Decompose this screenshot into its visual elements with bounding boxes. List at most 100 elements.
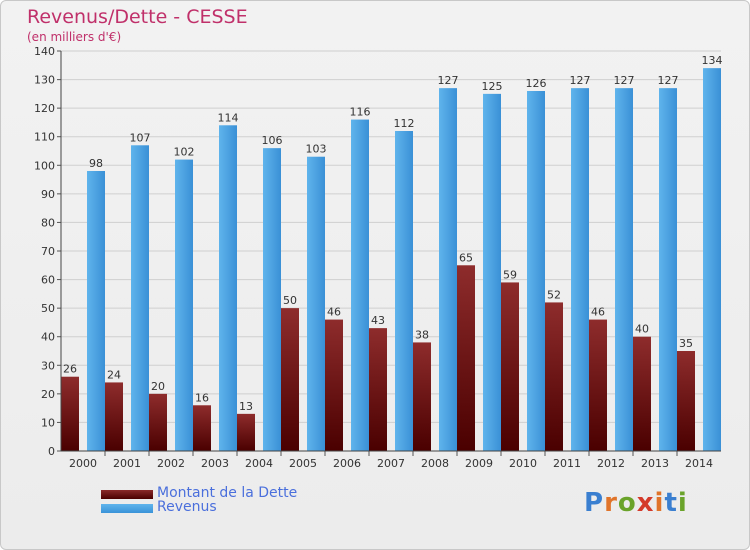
bar-dette xyxy=(501,282,519,451)
data-label-dette: 65 xyxy=(459,251,473,264)
data-label-dette: 35 xyxy=(679,337,693,350)
bar-revenus xyxy=(87,171,105,451)
x-tick-label: 2002 xyxy=(157,457,185,470)
x-tick-label: 2009 xyxy=(465,457,493,470)
data-label-revenus: 103 xyxy=(306,143,327,156)
logo-letter: t xyxy=(664,488,678,518)
data-label-revenus: 127 xyxy=(438,74,459,87)
y-tick-label: 110 xyxy=(34,131,55,144)
bar-revenus xyxy=(659,88,677,452)
bar-revenus xyxy=(571,88,589,452)
bar-dette xyxy=(589,319,607,451)
logo-letter: i xyxy=(677,488,688,518)
data-label-revenus: 127 xyxy=(570,74,591,87)
legend-swatch-revenus xyxy=(101,504,153,513)
logo-letter: i xyxy=(654,488,665,518)
data-label-dette: 20 xyxy=(151,380,165,393)
bar-revenus xyxy=(307,156,325,451)
bar-revenus xyxy=(263,148,281,451)
logo-letter: o xyxy=(617,488,637,518)
data-label-dette: 38 xyxy=(415,328,429,341)
y-tick-label: 10 xyxy=(41,416,55,429)
axes xyxy=(60,51,721,452)
y-tick-label: 0 xyxy=(48,445,55,458)
data-label-dette: 24 xyxy=(107,368,121,381)
data-label-revenus: 107 xyxy=(130,131,151,144)
data-label-revenus: 112 xyxy=(394,117,415,130)
legend-label-dette: Montant de la Dette xyxy=(157,485,298,501)
y-tick-label: 70 xyxy=(41,245,55,258)
x-tick-label: 2011 xyxy=(553,457,581,470)
data-label-dette: 16 xyxy=(195,391,209,404)
x-tick-label: 2000 xyxy=(69,457,97,470)
y-tick-label: 20 xyxy=(41,388,55,401)
y-tick-label: 50 xyxy=(41,302,55,315)
bar-revenus xyxy=(131,145,149,452)
data-label-dette: 52 xyxy=(547,288,561,301)
data-label-dette: 46 xyxy=(591,306,605,319)
y-tick-label: 80 xyxy=(41,216,55,229)
grid-lines xyxy=(61,50,721,452)
y-tick-label: 60 xyxy=(41,274,55,287)
x-tick-label: 2010 xyxy=(509,457,537,470)
data-label-dette: 59 xyxy=(503,268,517,281)
proxiti-logo: Proxiti xyxy=(584,488,688,518)
legend-label-revenus: Revenus xyxy=(157,499,217,515)
y-axis-ticks: 0 10 20 30 40 50 60 70 80 90 100 110 120 130 140 xyxy=(34,45,61,458)
legend-swatch-dette xyxy=(101,490,153,499)
bar-revenus xyxy=(527,91,545,451)
bars xyxy=(61,68,721,452)
x-tick-label: 2001 xyxy=(113,457,141,470)
bar-revenus xyxy=(439,88,457,452)
bar-revenus xyxy=(483,93,501,451)
bar-dette xyxy=(545,302,563,451)
bar-dette xyxy=(149,393,167,451)
chart-subtitle: (en milliers d'€) xyxy=(27,30,122,44)
data-label-revenus: 106 xyxy=(262,134,283,147)
data-label-revenus: 126 xyxy=(526,77,547,90)
data-label-revenus: 116 xyxy=(350,106,371,119)
x-tick-label: 2003 xyxy=(201,457,229,470)
data-label-dette: 46 xyxy=(327,306,341,319)
bar-dette xyxy=(325,319,343,451)
y-tick-label: 30 xyxy=(41,359,55,372)
data-label-revenus: 114 xyxy=(218,111,239,124)
bar-dette xyxy=(61,376,79,451)
data-label-revenus: 98 xyxy=(89,157,103,170)
bar-revenus xyxy=(615,88,633,452)
bar-revenus xyxy=(703,68,721,452)
bar-dette xyxy=(677,351,695,451)
data-label-revenus: 134 xyxy=(702,54,723,67)
logo-letter: P xyxy=(584,488,605,518)
x-axis-ticks: 2000 2001 2002 2003 2004 2005 2006 2007 2008 2009… xyxy=(69,451,713,470)
bar-dette xyxy=(457,265,475,451)
data-label-revenus: 125 xyxy=(482,80,503,93)
bar-dette xyxy=(413,342,431,451)
data-label-revenus: 127 xyxy=(658,74,679,87)
bar-dette xyxy=(237,413,255,451)
data-label-dette: 26 xyxy=(63,363,77,376)
data-labels: 26 98 24 107 20 102 16 114 13 106 50 103 46 116 43 112 3… xyxy=(63,54,723,413)
x-tick-label: 2007 xyxy=(377,457,405,470)
bar-dette xyxy=(633,336,651,451)
bar-dette xyxy=(105,382,123,451)
y-tick-label: 40 xyxy=(41,331,55,344)
y-tick-label: 130 xyxy=(34,74,55,87)
bar-revenus xyxy=(395,131,413,451)
bar-revenus xyxy=(219,125,237,452)
data-label-revenus: 127 xyxy=(614,74,635,87)
bar-dette xyxy=(193,405,211,451)
data-label-dette: 13 xyxy=(239,400,253,413)
data-label-revenus: 102 xyxy=(174,146,195,159)
y-tick-label: 100 xyxy=(34,159,55,172)
logo-letter: x xyxy=(636,488,655,518)
bar-revenus xyxy=(175,159,193,452)
x-tick-label: 2006 xyxy=(333,457,361,470)
data-label-dette: 50 xyxy=(283,294,297,307)
x-tick-label: 2013 xyxy=(641,457,669,470)
x-tick-label: 2012 xyxy=(597,457,625,470)
x-tick-label: 2004 xyxy=(245,457,273,470)
bar-dette xyxy=(369,328,387,451)
y-tick-label: 90 xyxy=(41,188,55,201)
